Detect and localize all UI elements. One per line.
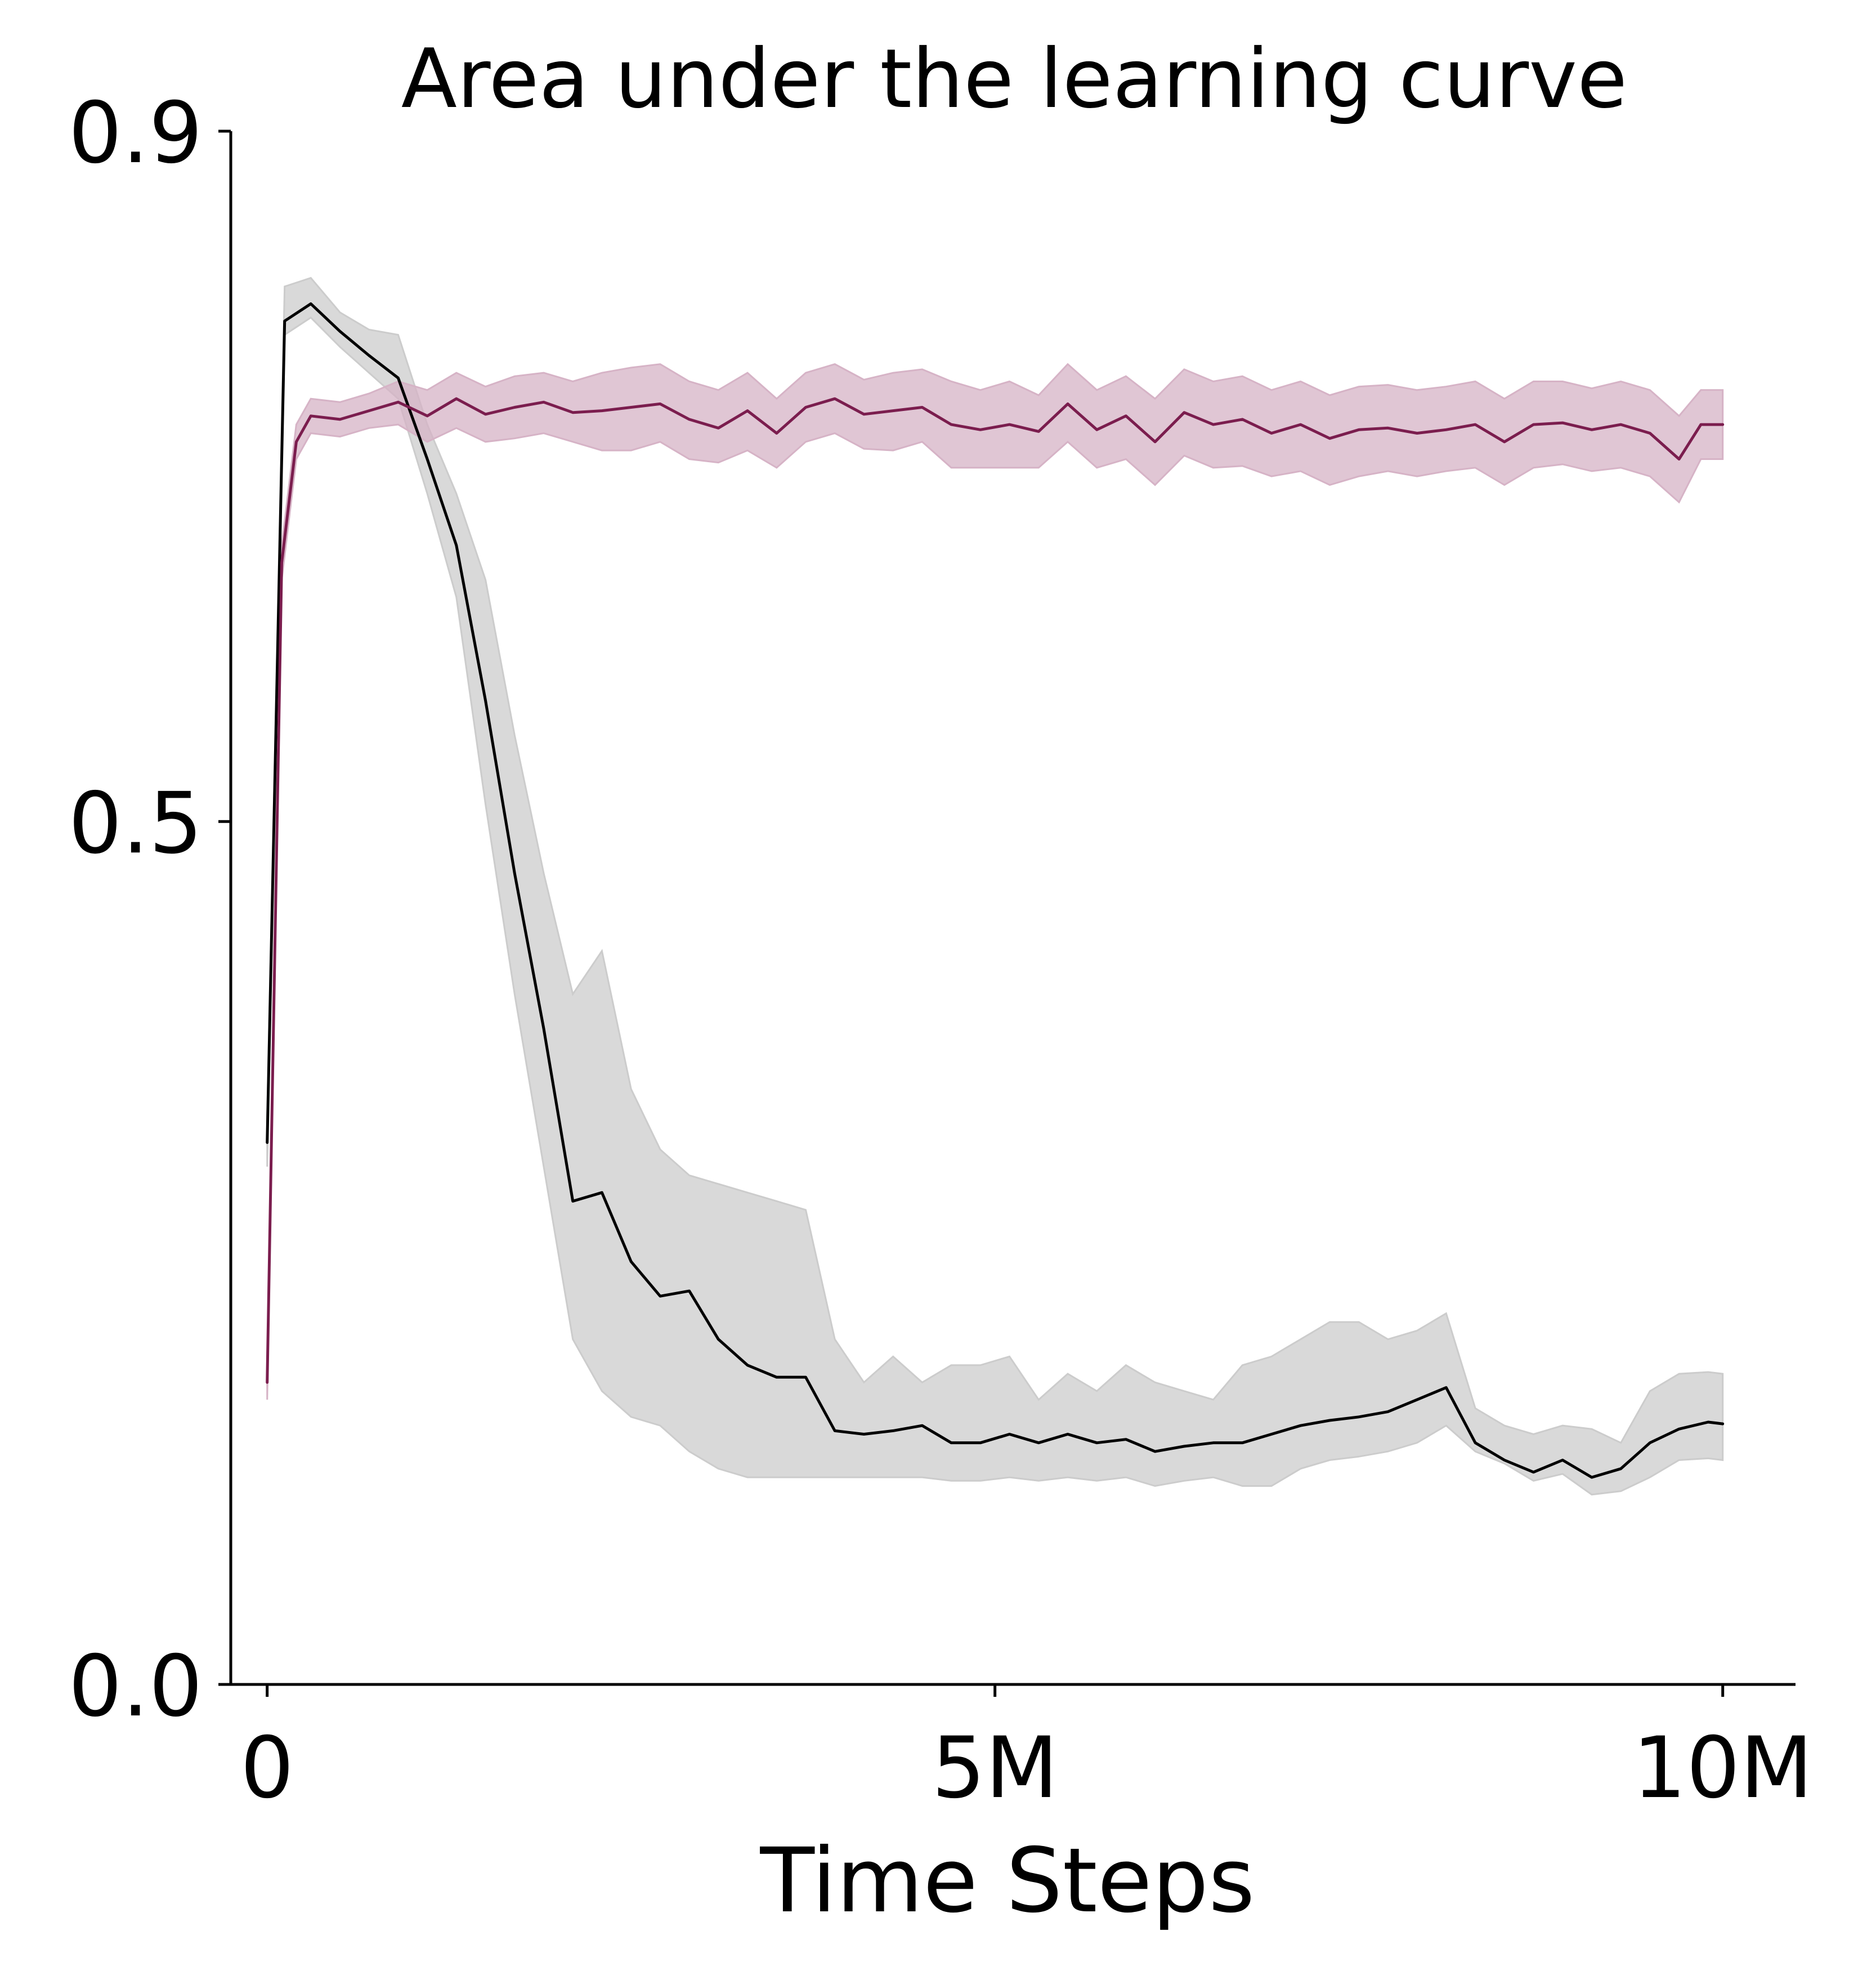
confidence-bands	[266, 276, 1724, 1496]
x-tick-label-2: 10M	[1633, 1719, 1813, 1817]
axes	[229, 131, 1796, 1686]
y-tick-label-2: 0.9	[68, 84, 203, 182]
series-lines	[266, 302, 1725, 1479]
series-1-line	[266, 302, 1725, 1479]
y-ticks: 0.0 0.5 0.9	[68, 84, 231, 1736]
y-tick-label-1: 0.5	[68, 775, 203, 873]
x-ticks: 0 5M 10M	[240, 1684, 1813, 1817]
x-tick-label-1: 5M	[932, 1719, 1058, 1817]
y-tick-label-0: 0.0	[68, 1638, 203, 1736]
series-1-band	[266, 276, 1724, 1496]
x-axis-label: Time Steps	[760, 1829, 1255, 1933]
series-2-line	[266, 397, 1725, 1384]
x-tick-label-0: 0	[240, 1719, 294, 1817]
chart-title: Area under the learning curve	[401, 32, 1627, 127]
series-2-band	[266, 363, 1724, 1400]
